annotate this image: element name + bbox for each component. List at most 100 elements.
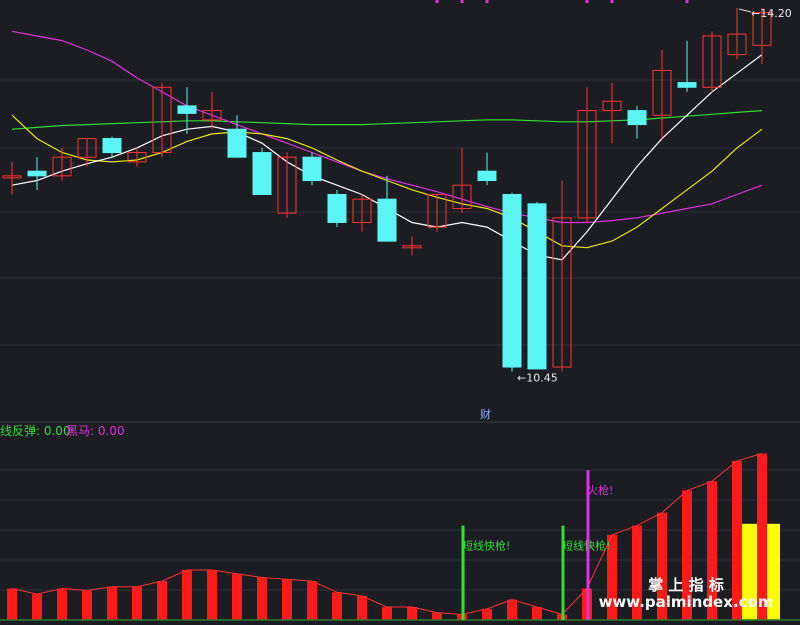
indicator-bar <box>707 481 717 620</box>
candle <box>452 147 472 214</box>
indicator-panel: 短线快枪! 短线快枪! 火枪! <box>0 453 800 621</box>
indicator-bar <box>632 525 642 620</box>
signal-label: 火枪! <box>587 483 613 497</box>
candle-body <box>402 245 422 249</box>
candle-body <box>377 198 397 242</box>
candle-body <box>202 110 222 121</box>
signal-label: 短线快枪! <box>562 539 610 553</box>
indicator-bar <box>57 588 67 620</box>
candle-body <box>677 82 697 88</box>
legend-item: 线反弹: 0.00 <box>0 424 71 438</box>
top-tick <box>610 0 614 3</box>
candle <box>77 138 97 167</box>
candle-body <box>127 152 147 163</box>
candle <box>102 136 122 158</box>
candle-body <box>552 217 572 368</box>
candle-body <box>52 156 72 177</box>
top-tick <box>435 0 439 3</box>
candle-body <box>727 33 747 56</box>
candle <box>527 201 547 370</box>
candle-body <box>177 105 197 114</box>
candle-body <box>27 170 47 177</box>
candle-body <box>502 194 522 368</box>
candle-body <box>302 156 322 182</box>
indicator-bar <box>657 512 667 620</box>
candle <box>52 147 72 181</box>
candle-body <box>602 100 622 112</box>
indicator-bar <box>207 570 217 620</box>
candle-body <box>702 35 722 88</box>
candle-body <box>102 138 122 154</box>
signal-label: 短线快枪! <box>462 539 510 553</box>
candle <box>427 194 447 232</box>
indicator-bar <box>332 592 342 620</box>
indicator-bar <box>7 588 17 620</box>
indicator-bar <box>432 612 442 620</box>
candle <box>177 87 197 134</box>
top-tick <box>585 0 589 3</box>
candle <box>152 82 172 158</box>
candle <box>252 147 272 196</box>
grid <box>0 79 800 591</box>
candle <box>327 189 347 228</box>
indicator-bar <box>282 579 292 620</box>
price-annotations: ←14.20 ←10.45 财 <box>480 7 792 421</box>
candle-body <box>327 194 347 223</box>
high-price-label: ←14.20 <box>751 7 792 20</box>
indicator-bar <box>182 570 192 620</box>
candle <box>477 152 497 186</box>
indicator-bar <box>107 586 117 620</box>
indicator-line <box>11 453 763 616</box>
candle <box>652 49 672 139</box>
candle <box>302 152 322 186</box>
indicator-bar <box>82 590 92 620</box>
indicator-bar <box>682 490 692 620</box>
watermark-url: www.palmindex.com <box>599 593 774 611</box>
indicator-bar <box>507 599 517 620</box>
indicator-bar <box>357 595 367 620</box>
candle-body <box>77 138 97 158</box>
candle <box>677 40 697 92</box>
candle <box>277 152 297 218</box>
high-pointer <box>738 8 752 13</box>
indicator-bar <box>232 573 242 620</box>
top-tick <box>485 0 489 3</box>
candle <box>577 87 597 223</box>
indicator-bar <box>607 534 617 620</box>
event-marker: 财 <box>480 407 491 421</box>
candle <box>752 8 772 64</box>
candle-body <box>427 194 447 228</box>
candle <box>352 194 372 232</box>
candle <box>502 192 522 372</box>
top-tick-marks <box>435 0 689 3</box>
candle <box>377 175 397 242</box>
candle <box>202 91 222 130</box>
candle <box>27 157 47 190</box>
candle-body <box>152 86 172 154</box>
candle <box>727 8 747 60</box>
indicator-bar <box>382 607 392 620</box>
indicator-bar <box>307 581 317 620</box>
indicator-bar <box>32 594 42 620</box>
candle-body <box>652 69 672 116</box>
watermark-title: 掌 上 指 标 <box>648 576 724 594</box>
top-tick <box>685 0 689 3</box>
ma60-line <box>11 110 763 130</box>
candle <box>2 161 22 195</box>
candle <box>602 82 622 144</box>
low-price-label: ←10.45 <box>517 372 558 385</box>
indicator-bar <box>257 577 267 620</box>
candle-body <box>277 156 297 214</box>
candle-body <box>527 203 547 370</box>
top-tick <box>460 0 464 3</box>
candle-body <box>252 152 272 196</box>
candle <box>702 31 722 92</box>
candle-body <box>2 175 22 179</box>
candle <box>227 115 247 158</box>
indicator-bar <box>407 607 417 620</box>
indicator-bar <box>732 460 742 620</box>
candle-body <box>352 198 372 223</box>
